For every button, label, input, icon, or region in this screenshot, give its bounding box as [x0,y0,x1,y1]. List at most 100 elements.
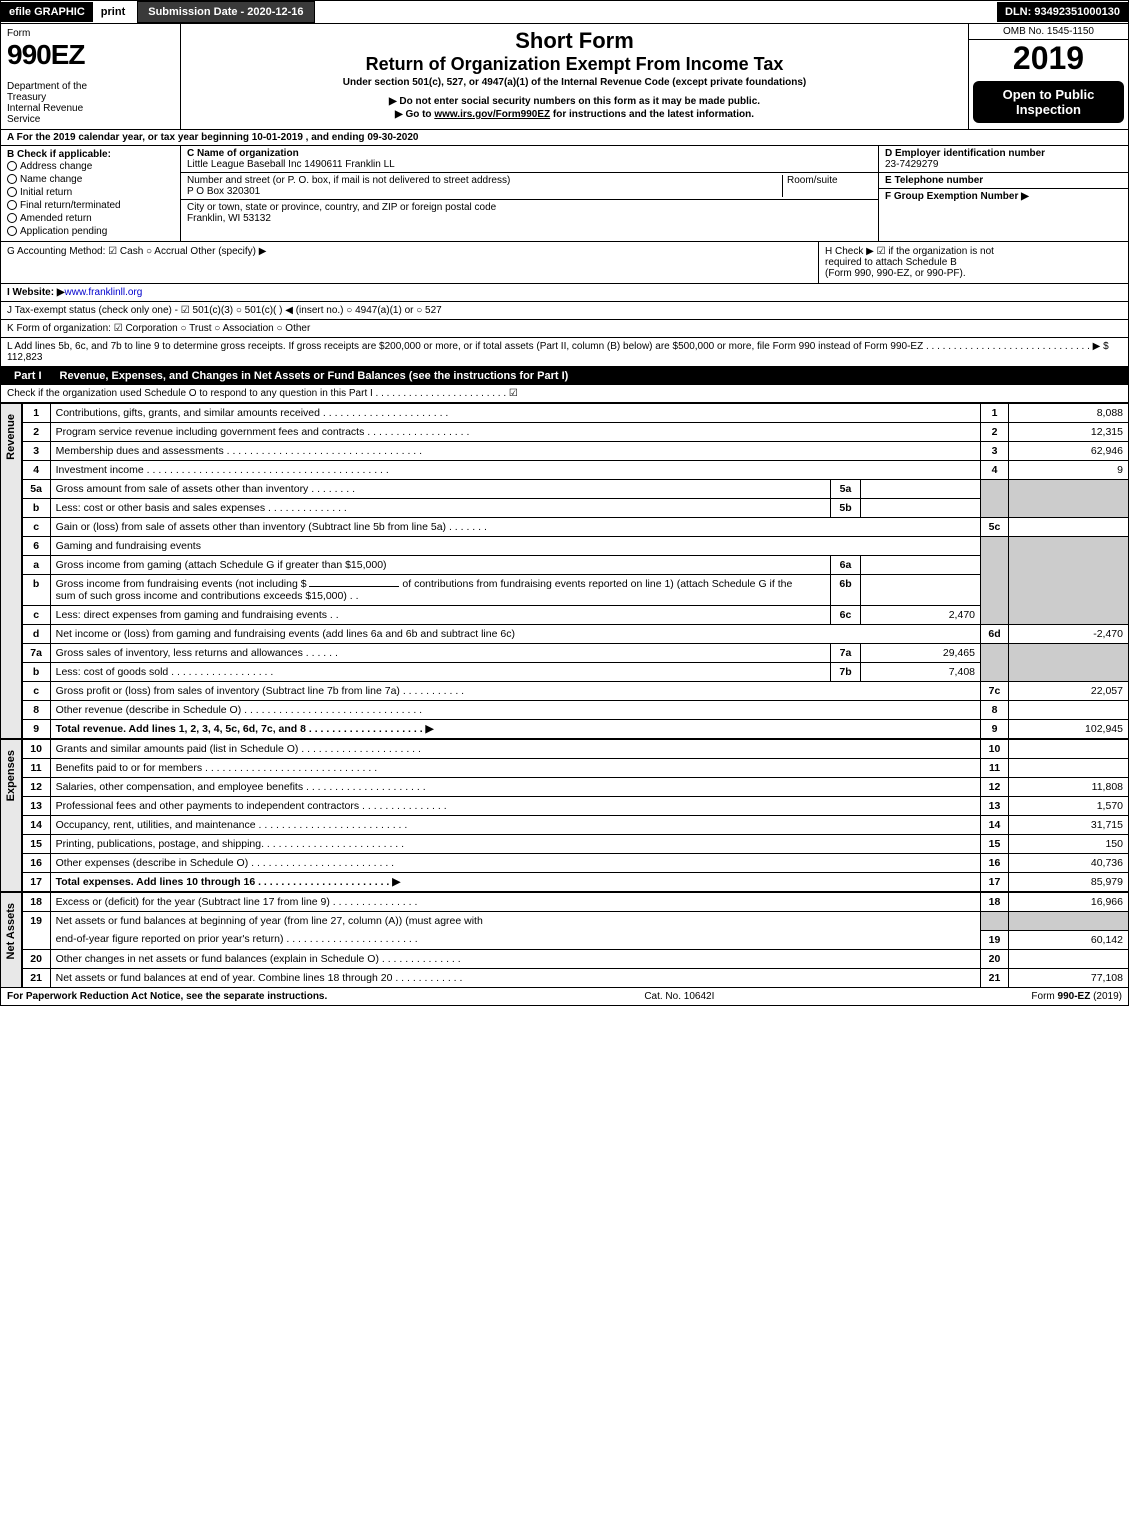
title-return: Return of Organization Exempt From Incom… [187,54,962,75]
table-row: bLess: cost or other basis and sales exp… [22,499,1128,518]
check-name-change[interactable]: Name change [7,173,174,186]
part-i-header: Part I Revenue, Expenses, and Changes in… [0,367,1129,385]
ein: 23-7429279 [885,159,1122,170]
amount-11 [1009,759,1129,778]
group-exemption-label: F Group Exemption Number ▶ [885,191,1122,202]
table-row: 4Investment income . . . . . . . . . . .… [22,461,1128,480]
amount-9: 102,945 [1009,720,1129,739]
table-row: 15Printing, publications, postage, and s… [22,835,1128,854]
table-row: cGain or (loss) from sale of assets othe… [22,518,1128,537]
gh-row: G Accounting Method: ☑ Cash ○ Accrual Ot… [0,242,1129,284]
part-i-title: Revenue, Expenses, and Changes in Net As… [50,370,569,382]
header-right: OMB No. 1545-1150 2019 Open to Public In… [968,24,1128,129]
check-application-pending[interactable]: Application pending [7,225,174,238]
table-row: 13Professional fees and other payments t… [22,797,1128,816]
footer-cat: Cat. No. 10642I [644,991,714,1002]
form-number: 990EZ [7,39,174,71]
box-h: H Check ▶ ☑ if the organization is not r… [818,242,1128,283]
box-def: D Employer identification number 23-7429… [878,146,1128,241]
net-assets-tab: Net Assets [0,892,22,988]
table-row: 2Program service revenue including gover… [22,423,1128,442]
form-of-organization: K Form of organization: ☑ Corporation ○ … [0,320,1129,338]
table-row: 16Other expenses (describe in Schedule O… [22,854,1128,873]
box-c: C Name of organization Little League Bas… [181,146,878,241]
omb-number: OMB No. 1545-1150 [969,24,1128,40]
amount-21: 77,108 [1009,968,1129,987]
footer: For Paperwork Reduction Act Notice, see … [0,988,1129,1006]
accounting-method: G Accounting Method: ☑ Cash ○ Accrual Ot… [1,242,818,283]
check-amended-return[interactable]: Amended return [7,212,174,225]
amount-14: 31,715 [1009,816,1129,835]
table-row: 14Occupancy, rent, utilities, and mainte… [22,816,1128,835]
website-row: I Website: ▶www.franklinll.org [0,284,1129,302]
table-row: end-of-year figure reported on prior yea… [22,930,1128,949]
amount-16: 40,736 [1009,854,1129,873]
line-l: L Add lines 5b, 6c, and 7b to line 9 to … [0,338,1129,367]
table-row: 7aGross sales of inventory, less returns… [22,644,1128,663]
table-row: 19Net assets or fund balances at beginni… [22,912,1128,931]
address: P O Box 320301 [187,186,782,197]
amount-13: 1,570 [1009,797,1129,816]
table-row: cGross profit or (loss) from sales of in… [22,682,1128,701]
part-i-subnote: Check if the organization used Schedule … [0,385,1129,403]
table-row: 17Total expenses. Add lines 10 through 1… [22,873,1128,892]
footer-left: For Paperwork Reduction Act Notice, see … [7,991,327,1002]
table-row: 21Net assets or fund balances at end of … [22,968,1128,987]
org-name-label: C Name of organization [187,148,872,159]
amount-7b: 7,408 [861,663,981,682]
amount-7a: 29,465 [861,644,981,663]
subtitle-section: Under section 501(c), 527, or 4947(a)(1)… [187,77,962,88]
website-link[interactable]: www.franklinll.org [65,287,143,298]
table-row: 3Membership dues and assessments . . . .… [22,442,1128,461]
amount-10 [1009,740,1129,759]
check-final-return[interactable]: Final return/terminated [7,199,174,212]
amount-12: 11,808 [1009,778,1129,797]
amount-17: 85,979 [1009,873,1129,892]
tax-year: 2019 [969,40,1128,77]
tax-exempt-status: J Tax-exempt status (check only one) - ☑… [0,302,1129,320]
header-mid: Short Form Return of Organization Exempt… [181,24,968,129]
table-row: bGross income from fundraising events (n… [22,575,1128,606]
table-row: cLess: direct expenses from gaming and f… [22,606,1128,625]
amount-6c: 2,470 [861,606,981,625]
table-row: 12Salaries, other compensation, and empl… [22,778,1128,797]
check-address-change[interactable]: Address change [7,160,174,173]
check-initial-return[interactable]: Initial return [7,186,174,199]
table-row: 1Contributions, gifts, grants, and simil… [22,404,1128,423]
org-info-row: B Check if applicable: Address change Na… [0,146,1129,242]
header-left: Form 990EZ Department of the Treasury In… [1,24,181,129]
print-label[interactable]: print [93,2,133,22]
form-header: Form 990EZ Department of the Treasury In… [0,24,1129,130]
submission-date: Submission Date - 2020-12-16 [137,1,314,23]
subtitle-link-line: ▶ Go to www.irs.gov/Form990EZ for instru… [187,109,962,120]
table-row: 11Benefits paid to or for members . . . … [22,759,1128,778]
address-label: Number and street (or P. O. box, if mail… [187,175,782,186]
revenue-tab: Revenue [0,403,22,739]
phone-label: E Telephone number [885,175,1122,186]
table-row: 20Other changes in net assets or fund ba… [22,949,1128,968]
footer-form: Form 990-EZ (2019) [1031,991,1122,1002]
amount-19: 60,142 [1009,930,1129,949]
box-b-title: B Check if applicable: [7,149,174,160]
room-suite-label: Room/suite [782,175,872,197]
table-row: 18Excess or (deficit) for the year (Subt… [22,893,1128,912]
table-row: 8Other revenue (describe in Schedule O) … [22,701,1128,720]
tax-period: A For the 2019 calendar year, or tax yea… [0,130,1129,146]
revenue-table: 1Contributions, gifts, grants, and simil… [22,403,1129,739]
table-row: bLess: cost of goods sold . . . . . . . … [22,663,1128,682]
table-row: 5aGross amount from sale of assets other… [22,480,1128,499]
amount-6d: -2,470 [1009,625,1129,644]
expenses-tab: Expenses [0,739,22,892]
amount-8 [1009,701,1129,720]
amount-18: 16,966 [1009,893,1129,912]
amount-5c [1009,518,1129,537]
city: Franklin, WI 53132 [187,213,872,224]
expenses-table: 10Grants and similar amounts paid (list … [22,739,1129,892]
org-name: Little League Baseball Inc 1490611 Frank… [187,159,872,170]
open-public-badge: Open to Public Inspection [973,81,1124,123]
part-i-label: Part I [6,370,50,382]
ein-label: D Employer identification number [885,148,1122,159]
subtitle-ssn-warning: ▶ Do not enter social security numbers o… [187,96,962,107]
irs-link[interactable]: www.irs.gov/Form990EZ [434,109,550,120]
form-label: Form [7,28,174,39]
